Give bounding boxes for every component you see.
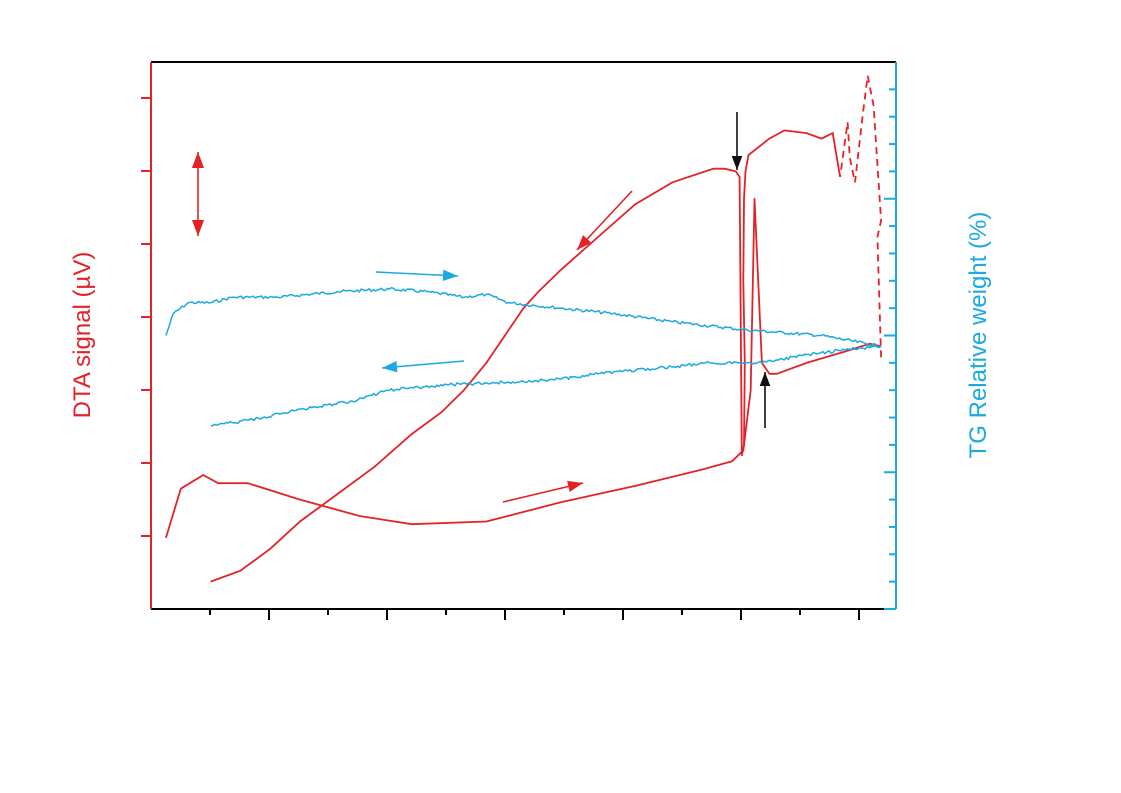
event-arrow-down-head xyxy=(731,156,743,170)
scale-bar-arrow-down-head xyxy=(191,220,205,236)
annotation-arrows xyxy=(191,112,771,503)
event-arrow-up-head xyxy=(759,372,771,386)
scale-bar-arrow-up-head xyxy=(191,152,205,168)
axis-ticks xyxy=(141,88,896,620)
dta-heating-line xyxy=(165,197,882,539)
dta-cooling-arrow-head xyxy=(577,235,592,250)
right-axis-label: TG Relative weight (%) xyxy=(965,212,992,459)
dta-cooling-dashed-line xyxy=(839,75,883,358)
data-series xyxy=(165,75,883,583)
tg-cooling-arrow-head xyxy=(382,361,398,373)
left-axis-label: DTA signal (µV) xyxy=(69,252,96,419)
dta-heating-arrow-head xyxy=(567,480,583,493)
plot-frame xyxy=(150,61,897,610)
tg-heating-line xyxy=(165,286,882,349)
dta-cooling-line xyxy=(210,129,841,583)
tg-cooling-line xyxy=(210,345,882,427)
tg-heating-arrow-head xyxy=(442,269,458,281)
